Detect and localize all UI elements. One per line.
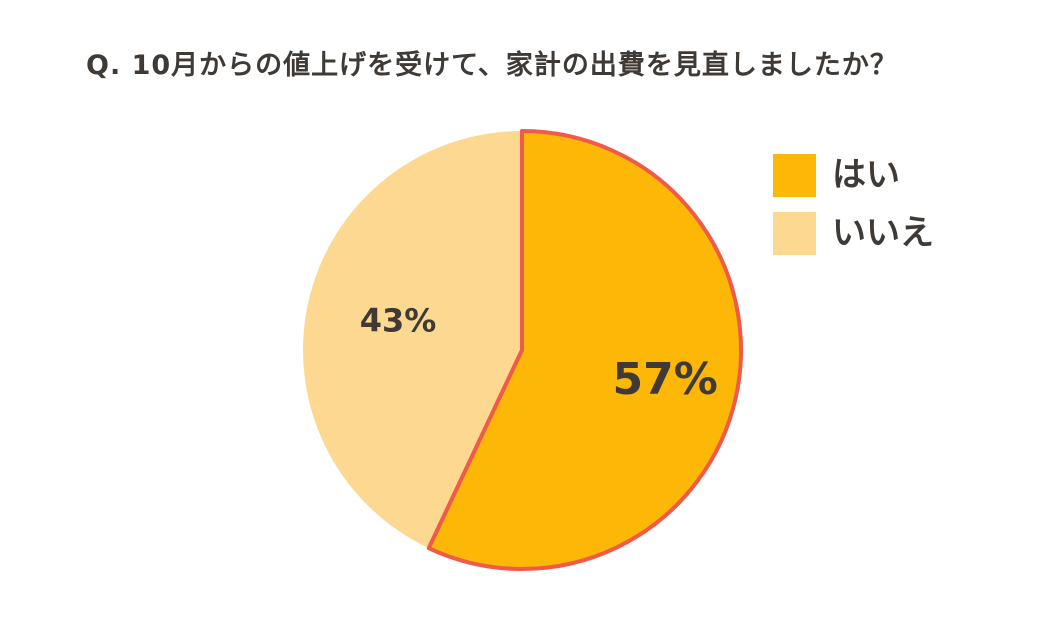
data-label-no: 43%	[360, 301, 437, 339]
legend-item-no: いいえ	[773, 210, 934, 256]
data-label-yes: 57%	[613, 354, 718, 405]
legend-label-yes: はい	[832, 155, 900, 195]
legend: はい いいえ	[773, 152, 934, 268]
legend-label-no: いいえ	[832, 213, 934, 253]
legend-swatch-yes	[773, 153, 816, 197]
legend-item-yes: はい	[773, 152, 934, 198]
pie-slice-yes	[426, 129, 743, 571]
legend-swatch-no	[773, 211, 816, 255]
pie-slice-no	[303, 131, 522, 549]
chart-title: Q. 10月からの値上げを受けて、家計の出費を見直しましたか？	[86, 50, 898, 81]
